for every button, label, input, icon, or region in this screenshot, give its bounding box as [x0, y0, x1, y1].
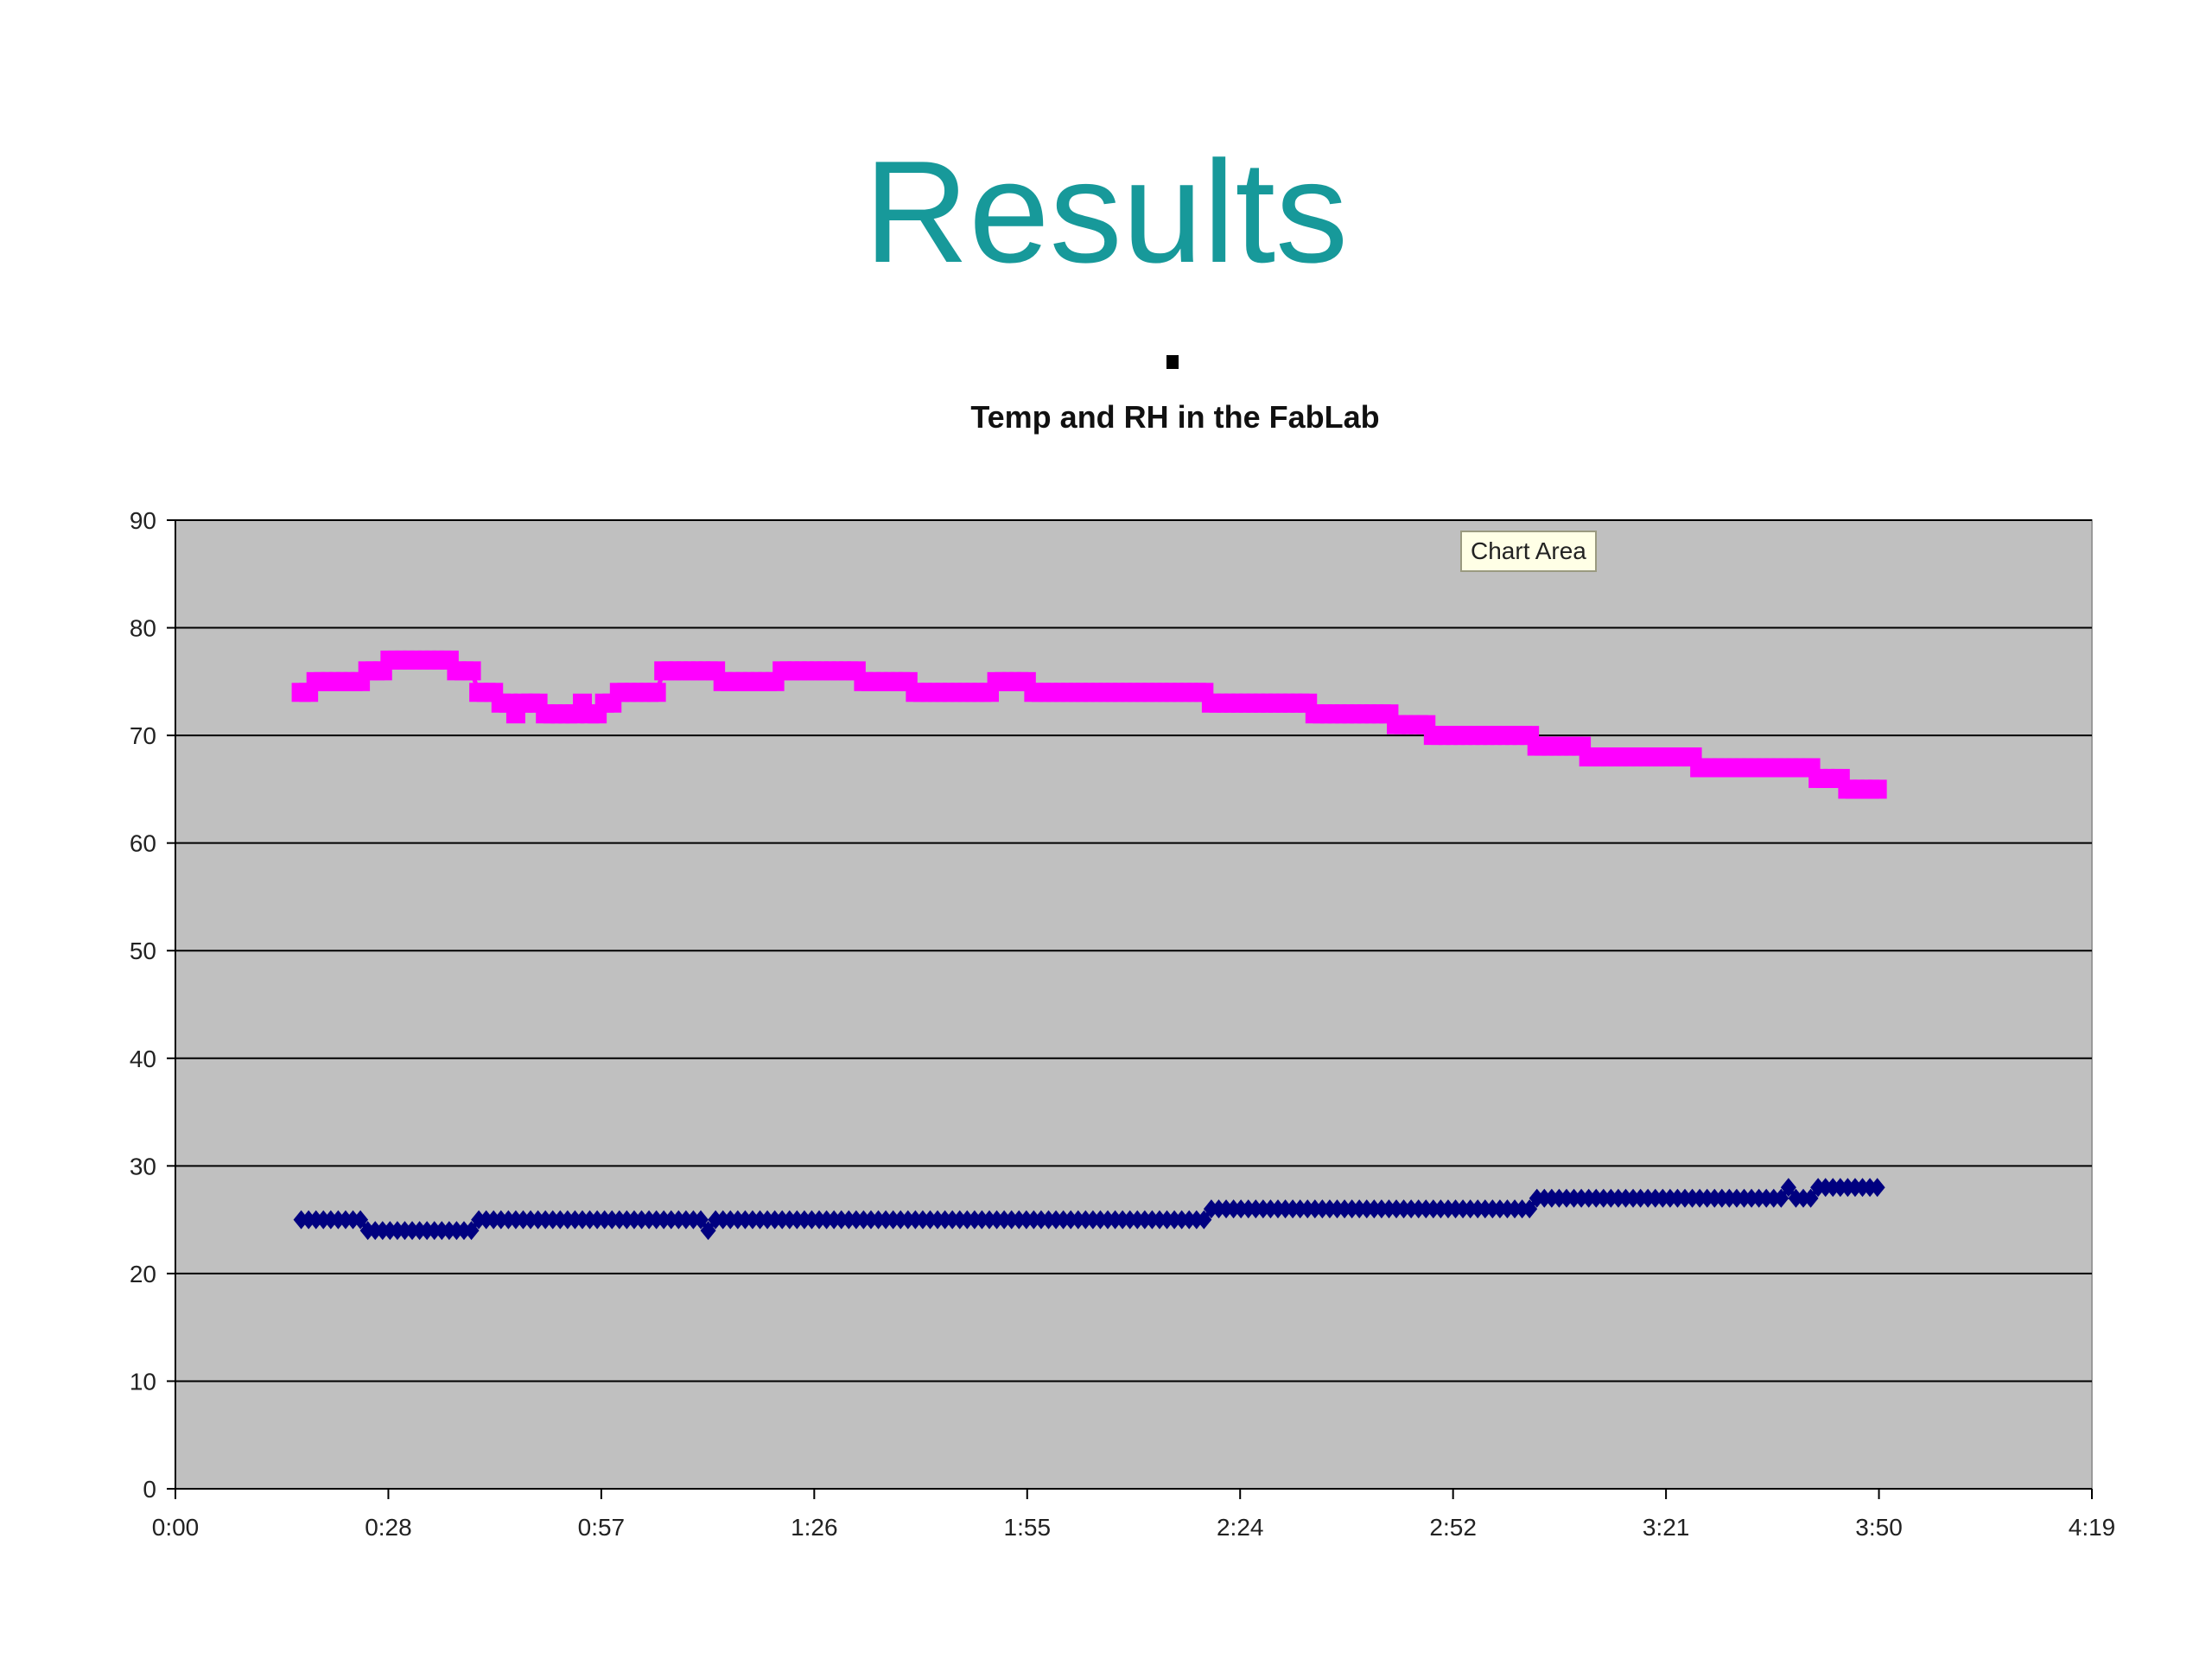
x-tick-label: 4:19: [2069, 1514, 2116, 1541]
chart-area-tooltip: Chart Area: [1460, 531, 1597, 572]
y-tick-label: 60: [130, 830, 156, 857]
x-tick-label: 1:26: [791, 1514, 838, 1541]
x-tick-label: 0:00: [152, 1514, 200, 1541]
series-layer: [291, 650, 1887, 1241]
x-tick-label: 2:52: [1429, 1514, 1477, 1541]
data-point: [1869, 1178, 1885, 1198]
plot-area[interactable]: [175, 519, 2093, 1490]
slide-title: Results: [863, 130, 1349, 293]
data-point: [463, 1221, 480, 1241]
y-tick-label: 10: [130, 1368, 156, 1395]
chart-title: Temp and RH in the FabLab: [970, 399, 1379, 435]
y-tick-label: 90: [130, 507, 156, 534]
axes: 0 10 20 30 40 50 60 70 80 90 0:00 0:28 0:57 1:26 1:55 2…: [130, 507, 2115, 1541]
data-point: [353, 1210, 369, 1230]
x-tick-label: 2:24: [1217, 1514, 1264, 1541]
gridlines: [175, 519, 2092, 1382]
x-tick-label: 1:55: [1004, 1514, 1052, 1541]
data-point: [693, 1210, 709, 1230]
series-1[interactable]: [293, 1178, 1885, 1241]
data-point: [1522, 1199, 1538, 1219]
data-point: [1867, 779, 1887, 799]
data-point: [461, 661, 481, 681]
y-tick-label: 50: [130, 938, 156, 964]
data-point: [1802, 1188, 1819, 1208]
selection-handle: [1166, 355, 1179, 369]
data-point: [700, 1221, 716, 1241]
x-tick-label: 3:21: [1643, 1514, 1690, 1541]
data-point: [1196, 1210, 1212, 1230]
y-tick-label: 80: [130, 615, 156, 642]
x-tick-label: 3:50: [1855, 1514, 1903, 1541]
data-point: [1780, 1178, 1796, 1198]
x-tick-label: 0:28: [365, 1514, 412, 1541]
data-point: [1773, 1188, 1789, 1208]
series-0[interactable]: [291, 650, 1887, 799]
y-tick-label: 40: [130, 1046, 156, 1072]
x-tick-label: 0:57: [578, 1514, 626, 1541]
y-tick-label: 70: [130, 722, 156, 749]
y-tick-label: 0: [143, 1476, 156, 1503]
y-tick-label: 30: [130, 1153, 156, 1179]
y-tick-label: 20: [130, 1261, 156, 1287]
data-point: [646, 683, 666, 702]
